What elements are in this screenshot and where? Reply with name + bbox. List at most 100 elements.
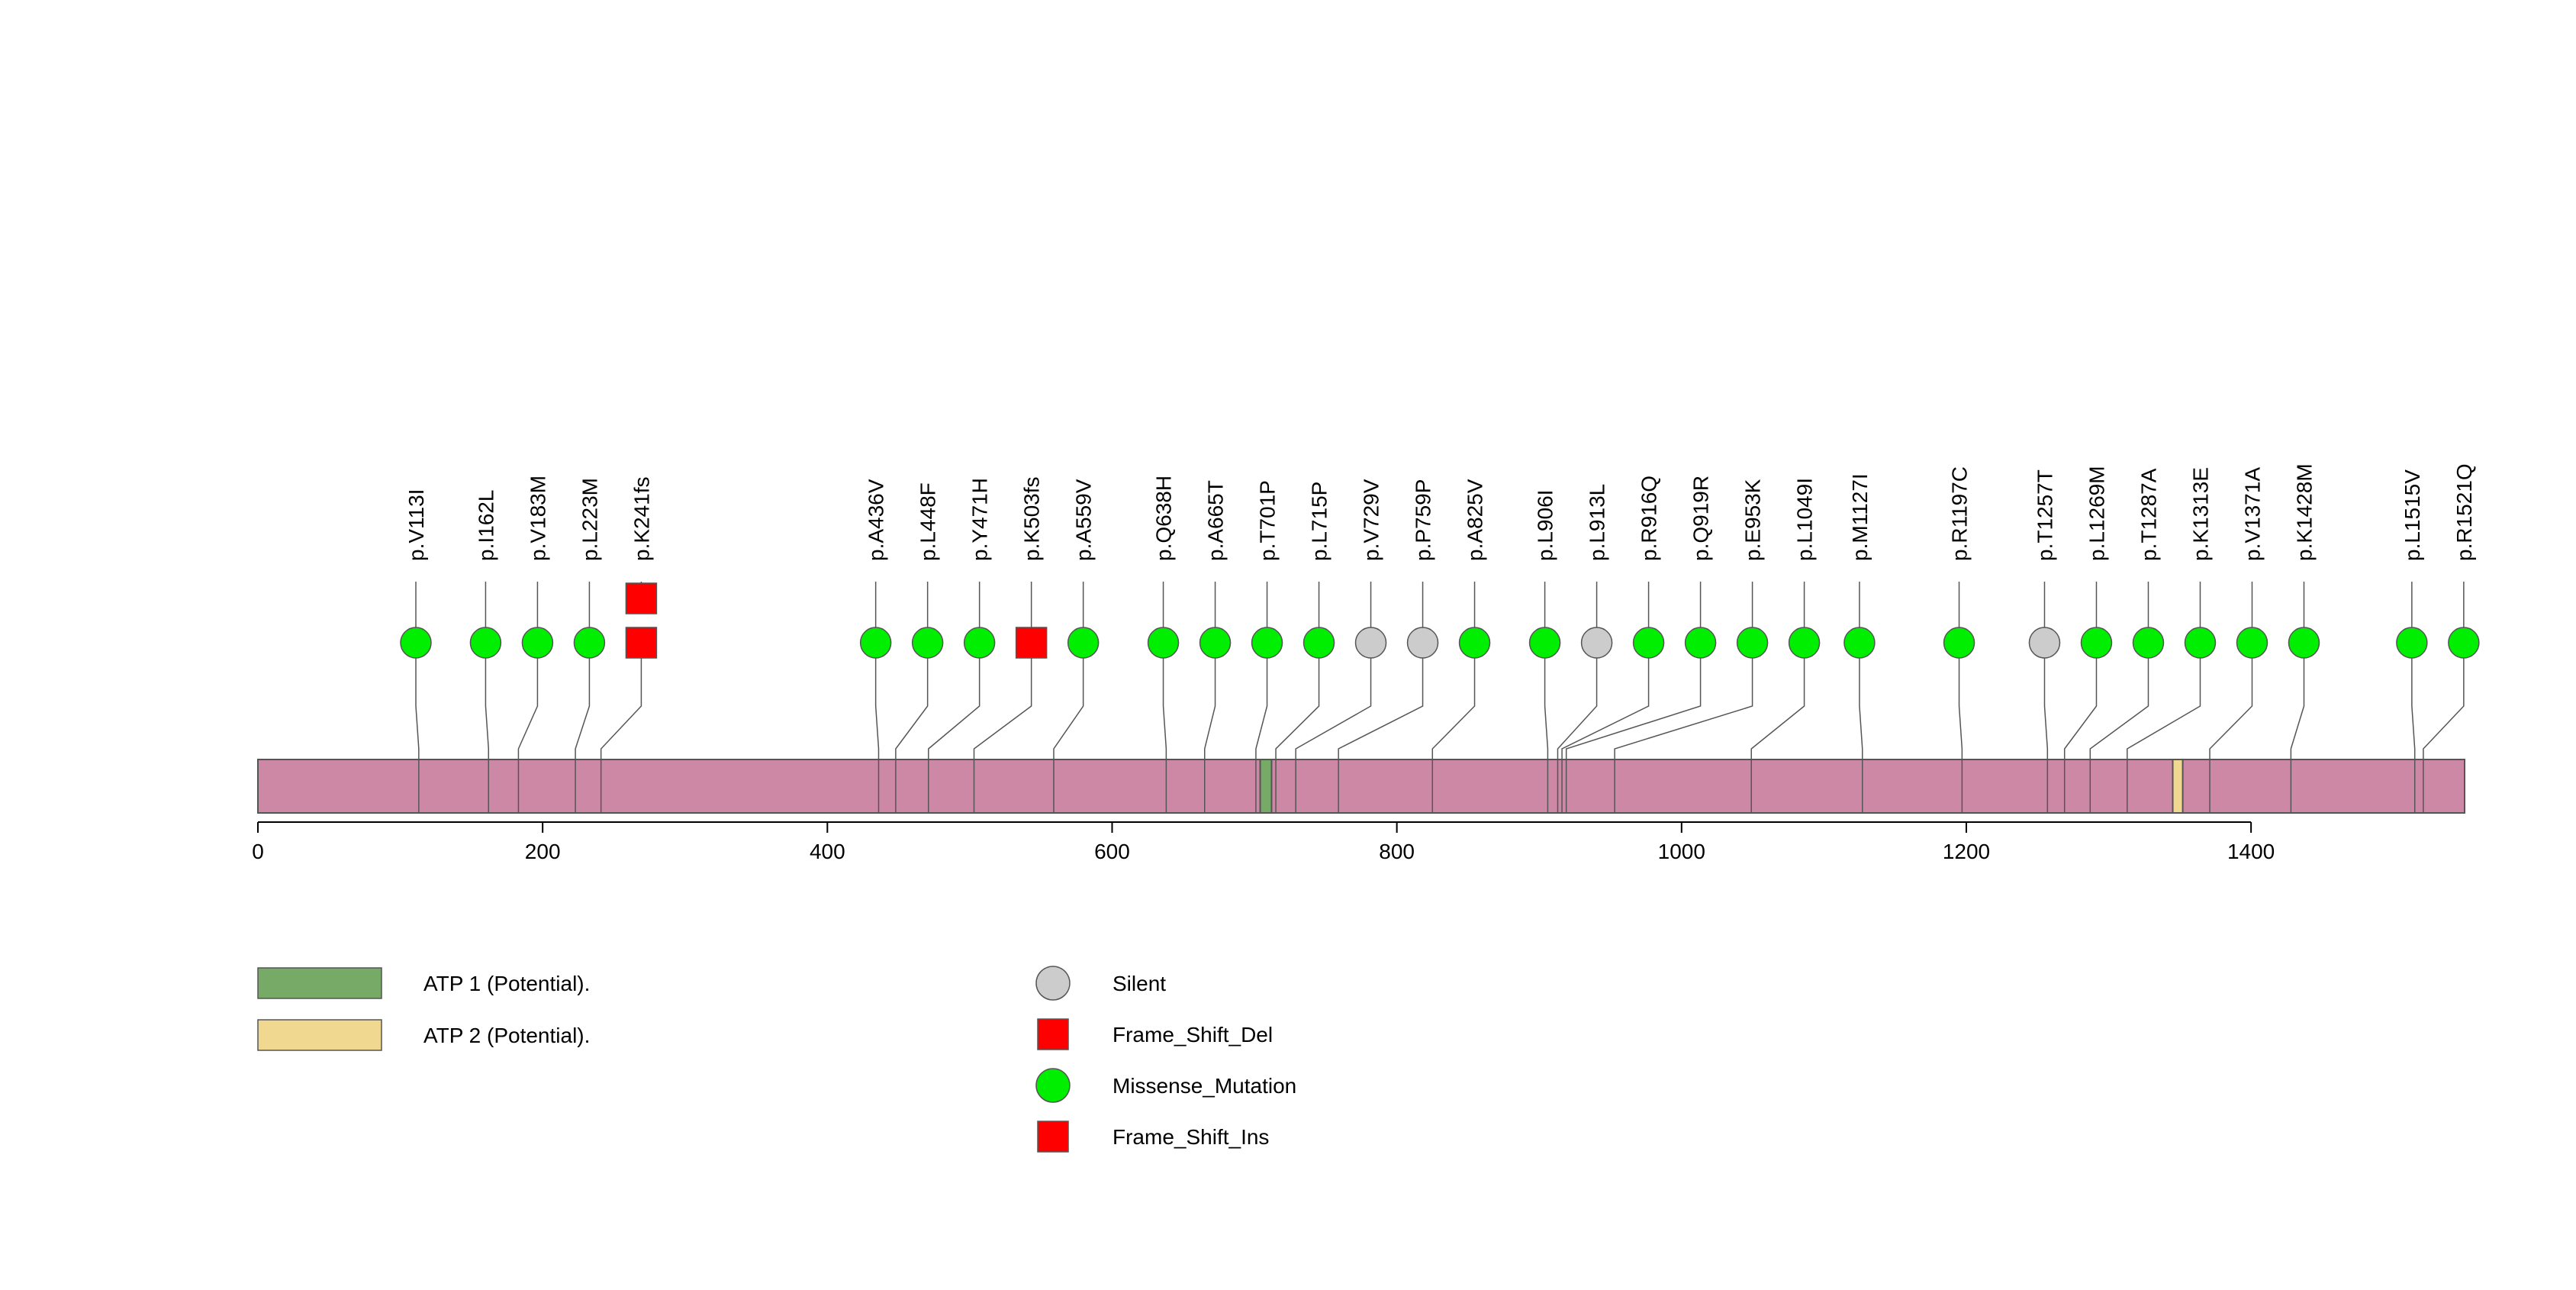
mutation-marker-circle — [521, 627, 554, 659]
domain-legend-swatch — [257, 967, 382, 999]
mutation-stem — [1204, 643, 1216, 759]
mutation-marker-square — [625, 627, 658, 659]
mutation-stem — [2423, 643, 2465, 759]
mutation-label: p.A436V — [865, 479, 888, 561]
mutation-label: p.L913L — [1586, 484, 1609, 561]
mutation-label: p.L715P — [1308, 482, 1331, 561]
mutation-marker-circle — [2132, 627, 2165, 659]
mutation-label: p.K1428M — [2292, 463, 2316, 561]
mutation-stem — [2209, 643, 2253, 759]
mutation-label: p.K503fs — [1020, 476, 1044, 561]
mutation-label: p.K1313E — [2188, 467, 2212, 561]
mutation-marker-circle — [400, 627, 432, 659]
x-axis-tick-label: 1000 — [1658, 840, 1705, 863]
x-axis-tick-label: 0 — [252, 840, 264, 863]
mutation-marker-circle — [1528, 627, 1561, 659]
mutation-marker-circle — [2028, 627, 2061, 659]
protein-bar — [257, 759, 2465, 814]
mutation-marker-circle — [1147, 627, 1180, 659]
mutation-marker-circle — [2448, 627, 2480, 659]
x-axis-tick-label: 200 — [525, 840, 561, 863]
mutation-stem — [2043, 643, 2049, 759]
mutation-marker-circle — [859, 627, 892, 659]
mutation-type-legend-label: Frame_Shift_Ins — [1113, 1125, 1269, 1149]
mutation-label: p.A825V — [1463, 479, 1487, 561]
mutation-stem — [1255, 643, 1268, 759]
mutation-label: p.T1257T — [2033, 469, 2056, 561]
mutation-stem — [1431, 643, 1476, 759]
mutation-stem — [1561, 643, 1650, 759]
mutation-label: p.R916Q — [1637, 476, 1661, 561]
mutation-stem — [2089, 643, 2149, 759]
mutation-type-legend: Silent Frame_Shift_Del Missense_Mutation Fr… — [1035, 966, 1296, 1153]
mutation-label: p.Y471H — [968, 478, 992, 561]
mutation-label: p.V183M — [526, 476, 549, 561]
mutation-label: p.V1371A — [2240, 467, 2264, 561]
mutation-labels-layer: p.V113I p.I162L p.V183M p.L223M p.K241fs p.A4… — [404, 463, 2476, 561]
legend-marker-circle — [1035, 966, 1071, 1001]
mutation-stem — [1275, 643, 1320, 759]
domain-block — [2172, 759, 2184, 814]
mutation-marker-circle — [1354, 627, 1387, 659]
mutation-label: p.T1287A — [2136, 468, 2160, 561]
mutation-marker-circle — [1251, 627, 1283, 659]
mutation-stem — [2411, 643, 2416, 759]
mutation-marker-square — [625, 582, 658, 614]
mutation-marker-circle — [1302, 627, 1335, 659]
mutation-stem — [2063, 643, 2098, 759]
mutation-stem — [1053, 643, 1084, 759]
domain-legend: ATP 1 (Potential). ATP 2 (Potential). — [257, 967, 590, 1051]
mutation-label: p.L906I — [1534, 490, 1557, 561]
mutation-stem — [575, 643, 591, 759]
domain-legend-swatch — [257, 1019, 382, 1051]
mutation-stem — [1565, 643, 1702, 759]
domain-legend-label: ATP 2 (Potential). — [423, 1024, 590, 1047]
domain-block — [1259, 759, 1273, 814]
mutation-stem — [1557, 643, 1598, 759]
mutation-label: p.I162L — [474, 490, 497, 561]
legend-marker-square — [1037, 1121, 1069, 1153]
mutation-label: p.R1197C — [1948, 466, 1972, 561]
mutation-marker-circle — [1632, 627, 1665, 659]
mutation-label: p.M1127I — [1848, 473, 1872, 561]
mutation-marker-circle — [1199, 627, 1232, 659]
x-axis-tick-label: 600 — [1094, 840, 1130, 863]
mutation-stem — [895, 643, 929, 759]
mutation-marker-circle — [1580, 627, 1613, 659]
mutation-marker-circle — [1067, 627, 1100, 659]
mutation-label: p.L448F — [916, 482, 940, 561]
mutation-marker-circle — [2288, 627, 2320, 659]
markers-layer — [400, 582, 2480, 659]
stems-layer — [415, 582, 2465, 759]
x-axis: 0 200 400 600 800 1000 1200 1400 — [252, 821, 2275, 863]
mutation-marker-circle — [2396, 627, 2428, 659]
mutation-stem — [1338, 643, 1424, 759]
mutation-label: p.T701P — [1256, 480, 1280, 561]
mutation-label: p.P759P — [1412, 479, 1435, 561]
mutation-label: p.L1049I — [1793, 478, 1817, 561]
mutation-type-legend-label: Frame_Shift_Del — [1113, 1023, 1273, 1047]
domain-legend-label: ATP 1 (Potential). — [423, 972, 590, 995]
legend-marker-circle — [1035, 1068, 1071, 1103]
x-axis-tick-label: 1400 — [2227, 840, 2275, 863]
mutation-marker-circle — [911, 627, 944, 659]
mutation-marker-circle — [1458, 627, 1491, 659]
mutation-marker-circle — [2184, 627, 2217, 659]
mutation-stem — [1614, 643, 1753, 759]
mutation-marker-circle — [1788, 627, 1821, 659]
mutation-marker-circle — [1406, 627, 1439, 659]
mutation-stem — [1859, 643, 1863, 759]
mutation-stem — [600, 643, 642, 759]
mutation-label: p.A559V — [1072, 479, 1096, 561]
mutation-marker-circle — [1736, 627, 1769, 659]
mutation-stem — [415, 643, 420, 759]
mutation-marker-circle — [2236, 627, 2268, 659]
mutation-label: p.V729V — [1360, 479, 1383, 561]
mutation-label: p.K241fs — [630, 476, 653, 561]
mutation-label: p.E953K — [1741, 479, 1765, 561]
mutation-marker-circle — [1684, 627, 1717, 659]
legend-marker-square — [1037, 1018, 1069, 1050]
mutation-label: p.L1515V — [2401, 469, 2424, 561]
mutation-stem — [973, 643, 1032, 759]
